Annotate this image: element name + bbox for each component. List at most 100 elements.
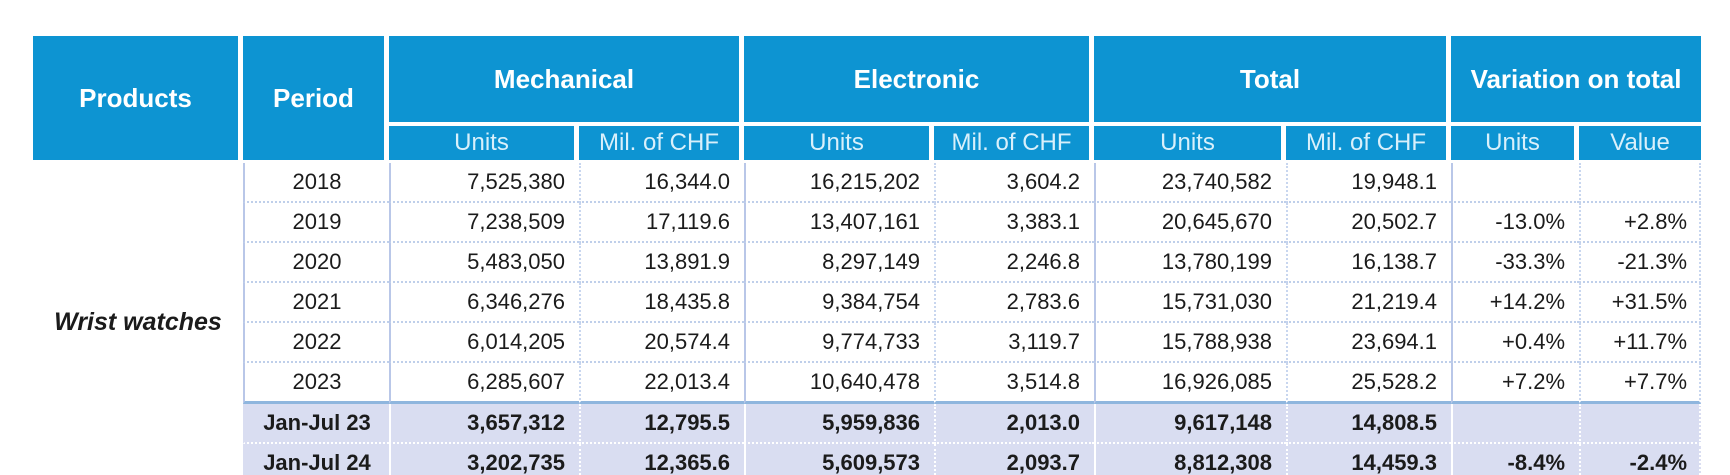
cell-variation-value: +11.7% <box>1579 323 1702 363</box>
cell-variation-units <box>1451 163 1580 203</box>
cell-variation-units: +0.4% <box>1451 323 1580 363</box>
cell-variation-value <box>1579 404 1702 444</box>
cell-period: 2021 <box>243 283 389 323</box>
cell-total-units: 15,788,938 <box>1094 323 1287 363</box>
table-row-2023: 2023 6,285,607 22,013.4 10,640,478 3,514… <box>33 363 1702 404</box>
cell-mechanical-chf: 20,574.4 <box>579 323 745 363</box>
cell-electronic-chf: 2,246.8 <box>934 243 1095 283</box>
subheader-electronic-units: Units <box>744 126 935 163</box>
cell-total-units: 20,645,670 <box>1094 203 1287 243</box>
cell-electronic-units: 9,384,754 <box>744 283 935 323</box>
cell-period: 2018 <box>243 163 389 203</box>
cell-total-chf: 23,694.1 <box>1286 323 1452 363</box>
cell-mechanical-units: 6,285,607 <box>389 363 579 404</box>
cell-mechanical-units: 6,014,205 <box>389 323 579 363</box>
cell-variation-units <box>1451 404 1580 444</box>
cell-electronic-units: 5,609,573 <box>744 444 935 475</box>
subheader-total-chf: Mil. of CHF <box>1286 126 1452 163</box>
cell-electronic-chf: 2,783.6 <box>934 283 1095 323</box>
cell-electronic-units: 5,959,836 <box>744 404 935 444</box>
cell-period: 2022 <box>243 323 389 363</box>
cell-total-units: 16,926,085 <box>1094 363 1287 404</box>
table-row-2022: 2022 6,014,205 20,574.4 9,774,733 3,119.… <box>33 323 1702 363</box>
table-row-2019: 2019 7,238,509 17,119.6 13,407,161 3,383… <box>33 203 1702 243</box>
cell-electronic-units: 16,215,202 <box>744 163 935 203</box>
cell-electronic-units: 13,407,161 <box>744 203 935 243</box>
cell-electronic-units: 8,297,149 <box>744 243 935 283</box>
sub-header-row: Units Mil. of CHF Units Mil. of CHF Unit… <box>33 126 1702 163</box>
group-header-row: Products Period Mechanical Electronic To… <box>33 36 1702 163</box>
product-label: Wrist watches <box>33 163 243 475</box>
subheader-variation-value: Value <box>1579 126 1702 163</box>
cell-total-units: 13,780,199 <box>1094 243 1287 283</box>
cell-mechanical-chf: 12,795.5 <box>579 404 745 444</box>
subheader-variation-units: Units <box>1451 126 1580 163</box>
cell-total-units: 8,812,308 <box>1094 444 1287 475</box>
cell-mechanical-chf: 12,365.6 <box>579 444 745 475</box>
cell-variation-units: -33.3% <box>1451 243 1580 283</box>
cell-variation-units: -13.0% <box>1451 203 1580 243</box>
subheader-mechanical-units: Units <box>389 126 579 163</box>
cell-electronic-units: 10,640,478 <box>744 363 935 404</box>
cell-total-units: 9,617,148 <box>1094 404 1287 444</box>
table-row-2021: 2021 6,346,276 18,435.8 9,384,754 2,783.… <box>33 283 1702 323</box>
cell-electronic-units: 9,774,733 <box>744 323 935 363</box>
cell-variation-value: +7.7% <box>1579 363 1702 404</box>
table-row-2020: 2020 5,483,050 13,891.9 8,297,149 2,246.… <box>33 243 1702 283</box>
cell-variation-value: +2.8% <box>1579 203 1702 243</box>
cell-total-chf: 19,948.1 <box>1286 163 1452 203</box>
watch-exports-table: Products Period Mechanical Electronic To… <box>33 36 1702 475</box>
cell-mechanical-chf: 16,344.0 <box>579 163 745 203</box>
header-group-mechanical: Mechanical <box>389 36 745 126</box>
cell-mechanical-units: 6,346,276 <box>389 283 579 323</box>
cell-mechanical-units: 3,657,312 <box>389 404 579 444</box>
cell-period: 2019 <box>243 203 389 243</box>
cell-total-units: 23,740,582 <box>1094 163 1287 203</box>
cell-period: 2023 <box>243 363 389 404</box>
header-group-total: Total <box>1094 36 1452 126</box>
cell-electronic-chf: 3,119.7 <box>934 323 1095 363</box>
header-products: Products <box>33 36 243 163</box>
cell-mechanical-chf: 22,013.4 <box>579 363 745 404</box>
cell-variation-value <box>1579 163 1702 203</box>
cell-period: 2020 <box>243 243 389 283</box>
table-row-2018: Wrist watches 2018 7,525,380 16,344.0 16… <box>33 163 1702 475</box>
cell-electronic-chf: 3,514.8 <box>934 363 1095 404</box>
cell-mechanical-chf: 17,119.6 <box>579 203 745 243</box>
cell-mechanical-chf: 18,435.8 <box>579 283 745 323</box>
cell-electronic-chf: 3,604.2 <box>934 163 1095 203</box>
subheader-electronic-chf: Mil. of CHF <box>934 126 1095 163</box>
cell-total-units: 15,731,030 <box>1094 283 1287 323</box>
cell-total-chf: 25,528.2 <box>1286 363 1452 404</box>
cell-total-chf: 14,808.5 <box>1286 404 1452 444</box>
subheader-mechanical-chf: Mil. of CHF <box>579 126 745 163</box>
subheader-total-units: Units <box>1094 126 1287 163</box>
cell-total-chf: 21,219.4 <box>1286 283 1452 323</box>
table-row-janjul23: Jan-Jul 23 3,657,312 12,795.5 5,959,836 … <box>33 404 1702 444</box>
cell-mechanical-units: 5,483,050 <box>389 243 579 283</box>
cell-period: Jan-Jul 24 <box>243 444 389 475</box>
cell-variation-units: -8.4% <box>1451 444 1580 475</box>
cell-total-chf: 20,502.7 <box>1286 203 1452 243</box>
header-group-variation: Variation on total <box>1451 36 1702 126</box>
table-body: Wrist watches 2018 7,525,380 16,344.0 16… <box>33 163 1702 475</box>
cell-electronic-chf: 2,013.0 <box>934 404 1095 444</box>
cell-variation-value: -21.3% <box>1579 243 1702 283</box>
cell-mechanical-units: 7,525,380 <box>389 163 579 203</box>
cell-variation-value: -2.4% <box>1579 444 1702 475</box>
cell-mechanical-units: 3,202,735 <box>389 444 579 475</box>
cell-mechanical-chf: 13,891.9 <box>579 243 745 283</box>
cell-total-chf: 16,138.7 <box>1286 243 1452 283</box>
cell-variation-value: +31.5% <box>1579 283 1702 323</box>
cell-variation-units: +7.2% <box>1451 363 1580 404</box>
cell-total-chf: 14,459.3 <box>1286 444 1452 475</box>
cell-electronic-chf: 3,383.1 <box>934 203 1095 243</box>
table-header: Products Period Mechanical Electronic To… <box>33 36 1702 163</box>
cell-period: Jan-Jul 23 <box>243 404 389 444</box>
cell-mechanical-units: 7,238,509 <box>389 203 579 243</box>
header-group-electronic: Electronic <box>744 36 1095 126</box>
cell-variation-units: +14.2% <box>1451 283 1580 323</box>
table-row-janjul24: Jan-Jul 24 3,202,735 12,365.6 5,609,573 … <box>33 444 1702 475</box>
cell-electronic-chf: 2,093.7 <box>934 444 1095 475</box>
